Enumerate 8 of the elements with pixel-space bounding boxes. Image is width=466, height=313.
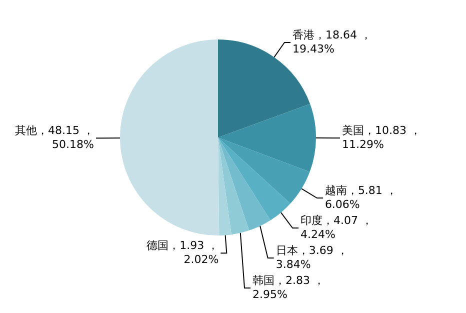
- slice-label: 日本，3.69 ， 3.84%: [276, 244, 348, 271]
- slice-label: 韩国，2.83 ， 2.95%: [252, 274, 324, 301]
- slice-label: 其他，48.15 ， 50.18%: [15, 124, 94, 152]
- slice-label: 香港，18.64 ， 19.43%: [292, 28, 372, 56]
- slice-label: 印度，4.07 ， 4.24%: [300, 214, 373, 241]
- slice-label: 越南，5.81 ， 6.06%: [324, 184, 397, 211]
- slice-label: 德国，1.93 ， 2.02%: [146, 239, 219, 266]
- slice-label: 美国，10.83 ， 11.29%: [342, 124, 421, 151]
